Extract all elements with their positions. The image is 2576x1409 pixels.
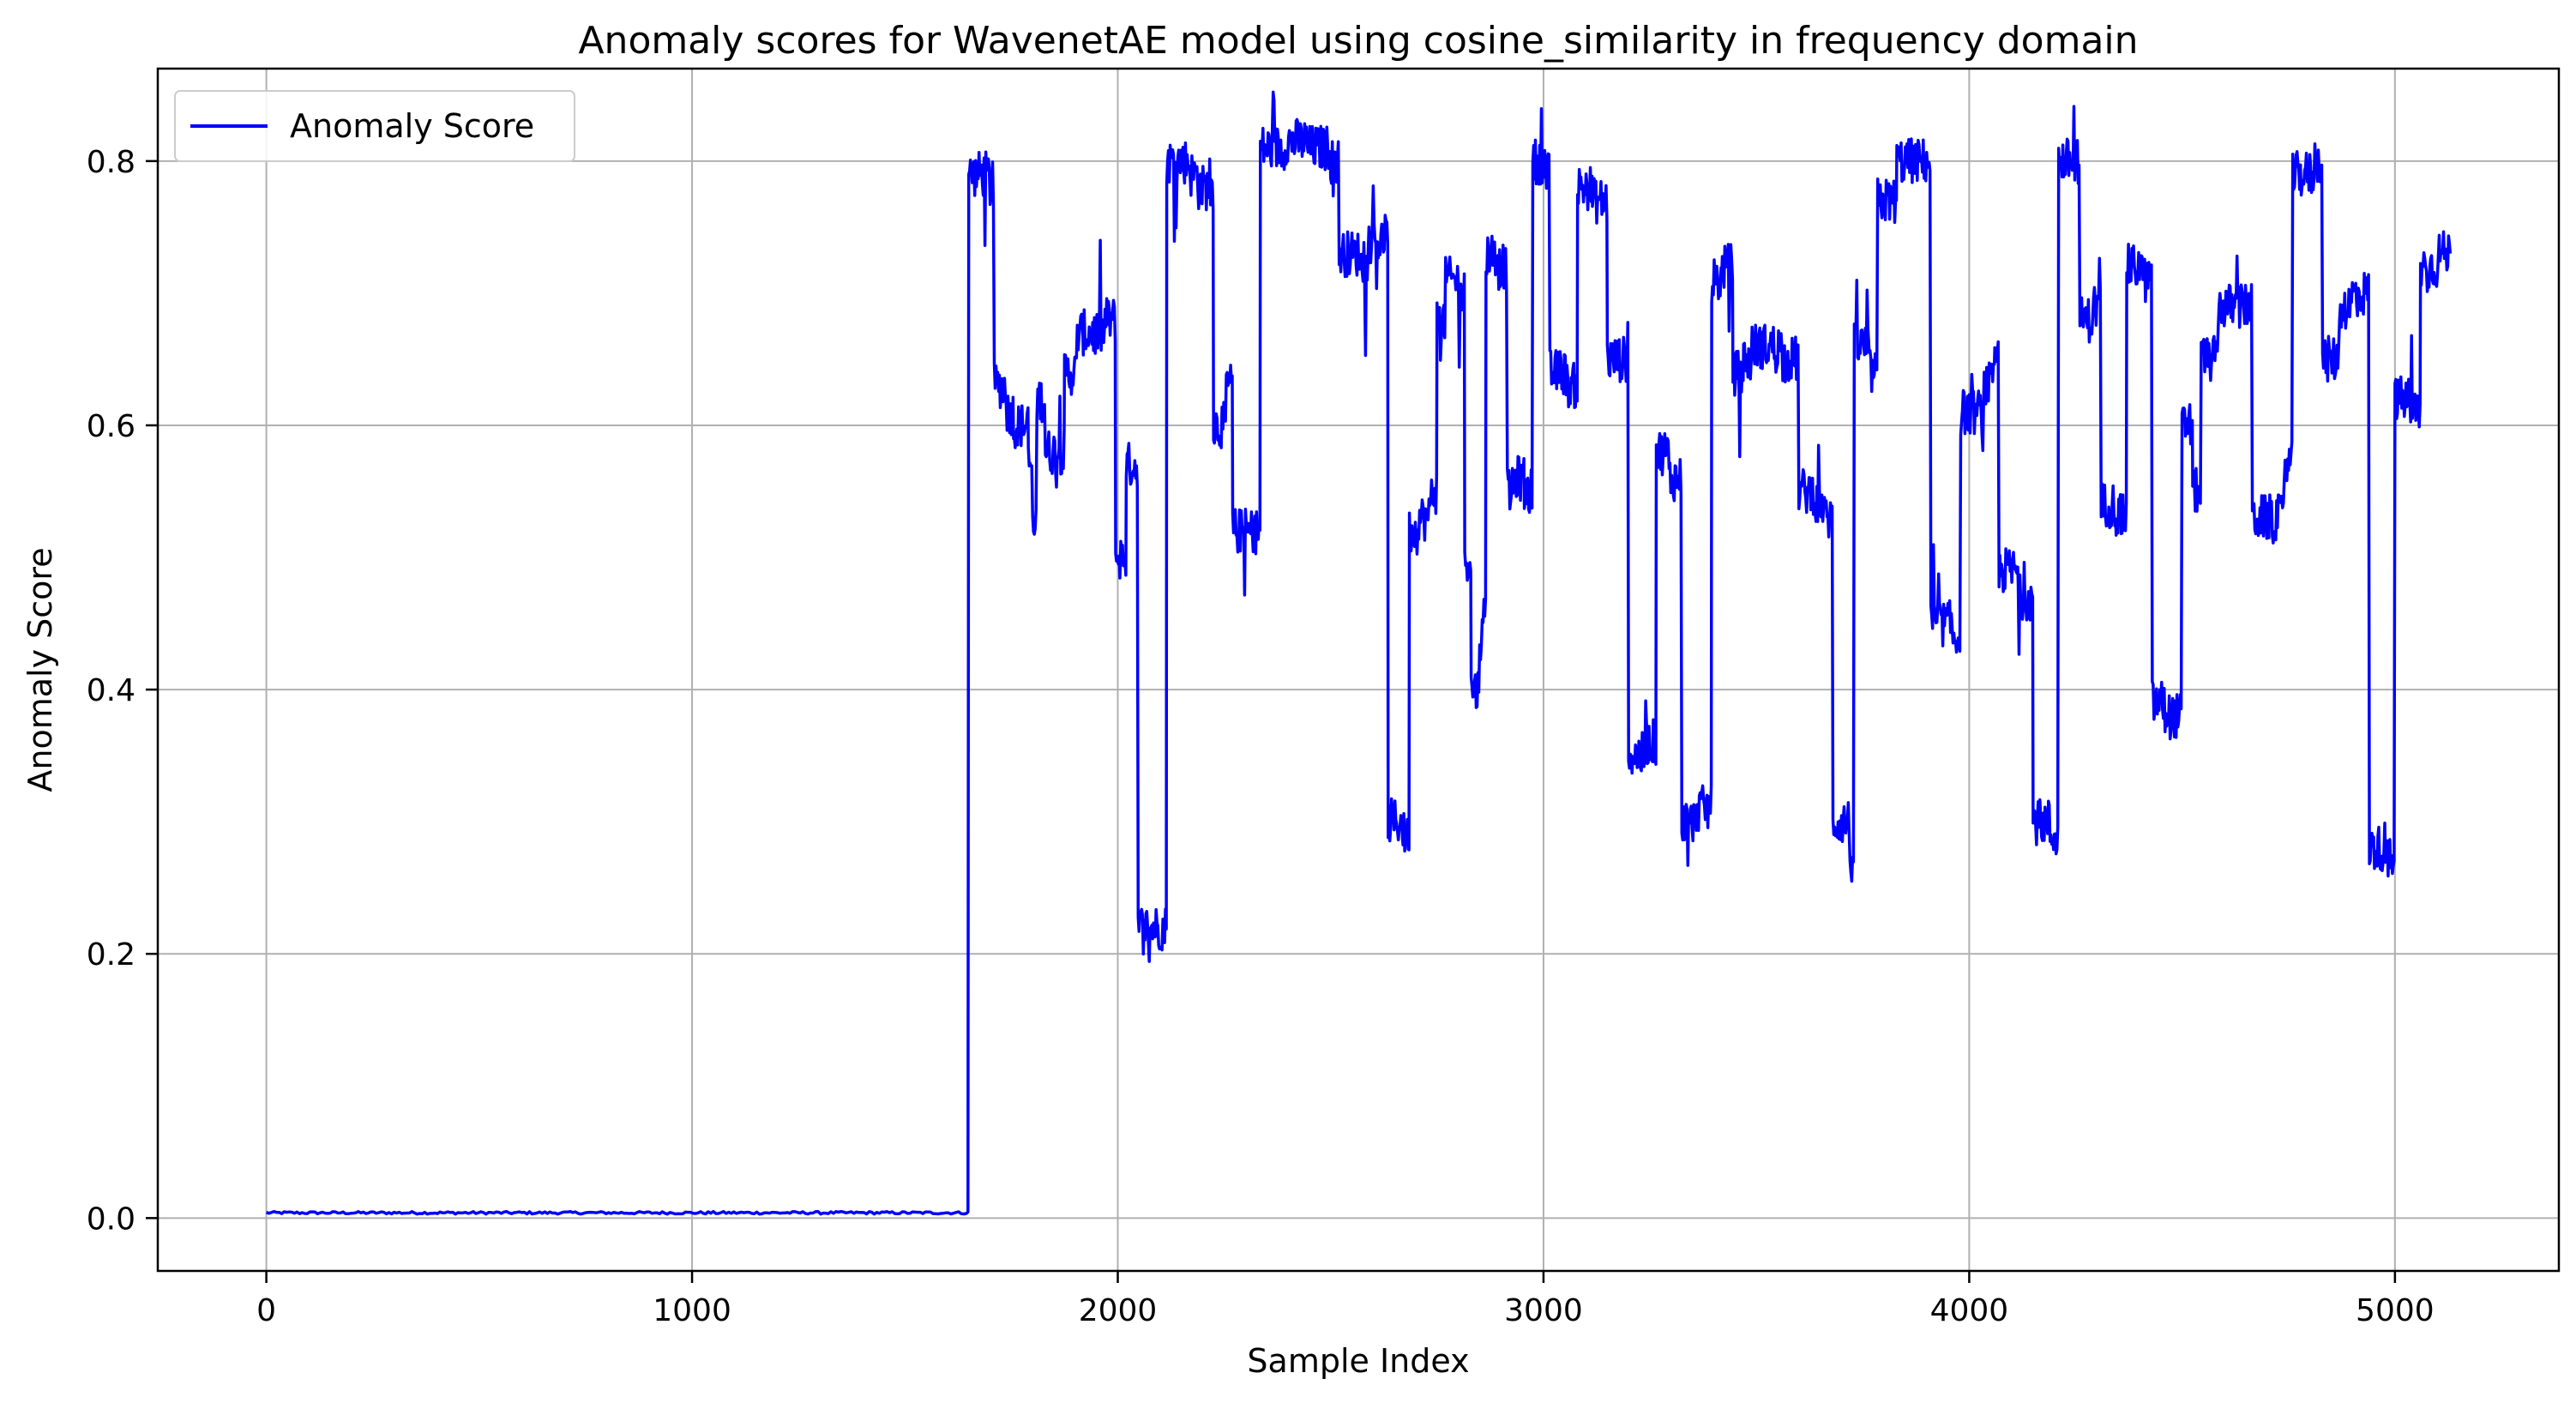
- legend-box: [174, 90, 575, 162]
- series-layer: [265, 90, 2453, 1216]
- series-line-anomaly-score: [265, 90, 2453, 1216]
- y-tick-label: 0.0: [87, 1201, 135, 1237]
- x-tick-label: 2000: [1079, 1293, 1158, 1328]
- y-tick-label: 0.6: [87, 409, 135, 444]
- x-tick-label: 4000: [1930, 1293, 2009, 1328]
- x-axis-label: Sample Index: [1247, 1342, 1469, 1380]
- y-tick-label: 0.4: [87, 673, 135, 708]
- y-axis-label: Anomaly Score: [21, 547, 59, 792]
- x-tick-label: 5000: [2356, 1293, 2435, 1328]
- legend-label-anomaly-score: Anomaly Score: [290, 107, 534, 145]
- plot-frame: [156, 67, 2561, 1273]
- chart-title: Anomaly scores for WavenetAE model using…: [578, 19, 2138, 63]
- x-tick-label: 3000: [1504, 1293, 1583, 1328]
- y-tick-label: 0.8: [87, 145, 135, 180]
- x-tick-label: 1000: [653, 1293, 731, 1328]
- y-tick-label: 0.2: [87, 937, 135, 972]
- x-tick-label: 0: [256, 1293, 276, 1328]
- axis-ticks: 0 1000 2000 3000 4000 5000 0.0 0.2 0.4 0.6 0.8: [87, 145, 2435, 1328]
- legend: Anomaly Score: [174, 90, 575, 162]
